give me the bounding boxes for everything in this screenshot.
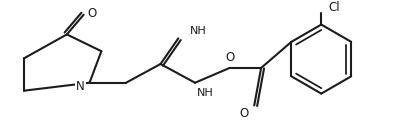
Text: O: O [240,107,249,120]
Text: N: N [76,80,85,93]
Text: NH: NH [197,88,214,98]
Text: O: O [88,7,97,20]
Text: O: O [225,51,234,64]
Text: Cl: Cl [328,1,340,14]
Text: NH: NH [190,27,207,36]
